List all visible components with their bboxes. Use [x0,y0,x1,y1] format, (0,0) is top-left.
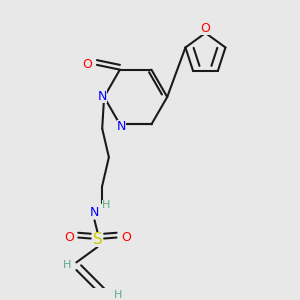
Text: H: H [63,260,71,270]
Text: O: O [64,231,74,244]
Text: O: O [121,231,131,244]
Text: N: N [117,120,127,133]
Text: N: N [98,91,107,103]
Text: H: H [114,290,123,300]
Text: N: N [90,206,99,219]
Text: O: O [200,22,210,35]
Text: O: O [82,58,92,71]
Text: S: S [92,232,102,247]
Text: H: H [102,200,110,210]
